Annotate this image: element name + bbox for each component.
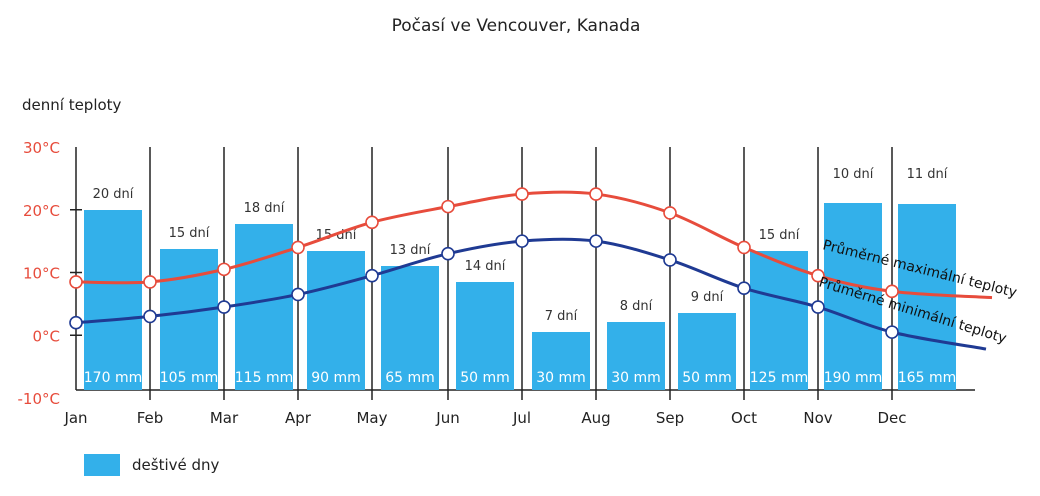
max-temp-point xyxy=(589,187,603,201)
rain-bar xyxy=(750,251,808,390)
precip-label: 50 mm xyxy=(682,370,732,386)
y-tick-label: 10°C xyxy=(23,265,60,283)
x-tick-label: Sep xyxy=(656,409,684,427)
max-temp-point xyxy=(737,240,751,255)
min-temp-point xyxy=(69,315,83,330)
rainy-days-label: 11 dní xyxy=(907,167,948,182)
x-tick-label: Apr xyxy=(285,409,312,427)
min-temp-point xyxy=(811,300,825,314)
rain-bar xyxy=(160,249,218,390)
y-tick-label: 30°C xyxy=(23,139,60,157)
rain-bar xyxy=(456,282,514,390)
max-temp-point xyxy=(69,275,83,289)
y-tick-label: 0°C xyxy=(32,327,60,345)
rain-bar xyxy=(898,204,956,390)
max-temp-point xyxy=(365,215,379,230)
rainy-days-label: 10 dní xyxy=(833,167,874,182)
precip-label: 190 mm xyxy=(824,370,882,386)
max-temp-point xyxy=(515,187,529,201)
rainy-days-label: 18 dní xyxy=(244,201,285,216)
rain-bar xyxy=(607,322,665,390)
precip-label: 115 mm xyxy=(235,370,293,386)
min-temp-point xyxy=(737,281,751,295)
precip-label: 65 mm xyxy=(385,370,435,386)
x-tick-label: Nov xyxy=(803,409,832,427)
y-tick-label: 20°C xyxy=(23,202,60,220)
rainy-days-label: 20 dní xyxy=(93,187,134,202)
rainy-days-label: 8 dní xyxy=(620,299,653,314)
min-temp-point xyxy=(441,246,455,261)
rain-bar xyxy=(235,224,293,390)
rain-bar xyxy=(84,210,142,390)
min-temp-point xyxy=(589,234,603,248)
min-temp-point xyxy=(291,287,305,302)
max-temp-point xyxy=(811,268,825,283)
min-temp-point xyxy=(217,300,231,314)
rainy-days-label: 7 dní xyxy=(545,309,578,324)
max-temp-point xyxy=(885,284,899,299)
max-temp-point xyxy=(291,240,305,255)
min-temp-point xyxy=(663,253,677,267)
max-temp-point xyxy=(441,199,455,214)
precip-label: 105 mm xyxy=(160,370,218,386)
legend-label-rainy-days: deštivé dny xyxy=(132,456,220,474)
x-tick-label: Feb xyxy=(137,409,164,427)
rainy-days-label: 13 dní xyxy=(390,243,431,258)
x-tick-label: Jul xyxy=(512,409,531,427)
precip-label: 125 mm xyxy=(750,370,808,386)
min-temp-point xyxy=(143,309,157,324)
x-tick-label: Mar xyxy=(210,409,239,427)
rain-bar xyxy=(381,266,439,390)
y-axis-label: denní teploty xyxy=(22,96,122,114)
rain-bar xyxy=(532,332,590,390)
x-tick-label: May xyxy=(356,409,387,427)
rain-bar xyxy=(824,203,882,390)
rainy-days-label: 9 dní xyxy=(691,290,724,305)
rainy-days-label: 15 dní xyxy=(759,228,800,243)
max-temp-point xyxy=(217,262,231,277)
min-temp-point xyxy=(885,325,899,339)
legend-swatch-rainy-days xyxy=(84,454,120,476)
precip-label: 30 mm xyxy=(611,370,661,386)
max-temp-point xyxy=(663,206,677,220)
rain-bar xyxy=(678,313,736,390)
chart-title: Počasí ve Vencouver, Kanada xyxy=(391,16,641,36)
rain-bar xyxy=(307,251,365,390)
min-temp-point xyxy=(365,268,379,283)
rainy-days-label: 14 dní xyxy=(465,259,506,274)
min-temp-point xyxy=(515,234,529,248)
x-tick-label: Jan xyxy=(63,409,87,427)
precip-label: 170 mm xyxy=(84,370,142,386)
legend: deštivé dny xyxy=(84,454,219,476)
max-temp-point xyxy=(143,275,157,289)
precip-label: 50 mm xyxy=(460,370,510,386)
precip-label: 90 mm xyxy=(311,370,361,386)
y-tick-label: -10°C xyxy=(18,390,60,408)
precip-label: 30 mm xyxy=(536,370,586,386)
x-tick-label: Oct xyxy=(731,409,757,427)
x-tick-label: Dec xyxy=(877,409,906,427)
rainy-days-label: 15 dní xyxy=(169,226,210,241)
x-tick-label: Aug xyxy=(581,409,610,427)
precip-label: 165 mm xyxy=(898,370,956,386)
x-tick-label: Jun xyxy=(435,409,459,427)
